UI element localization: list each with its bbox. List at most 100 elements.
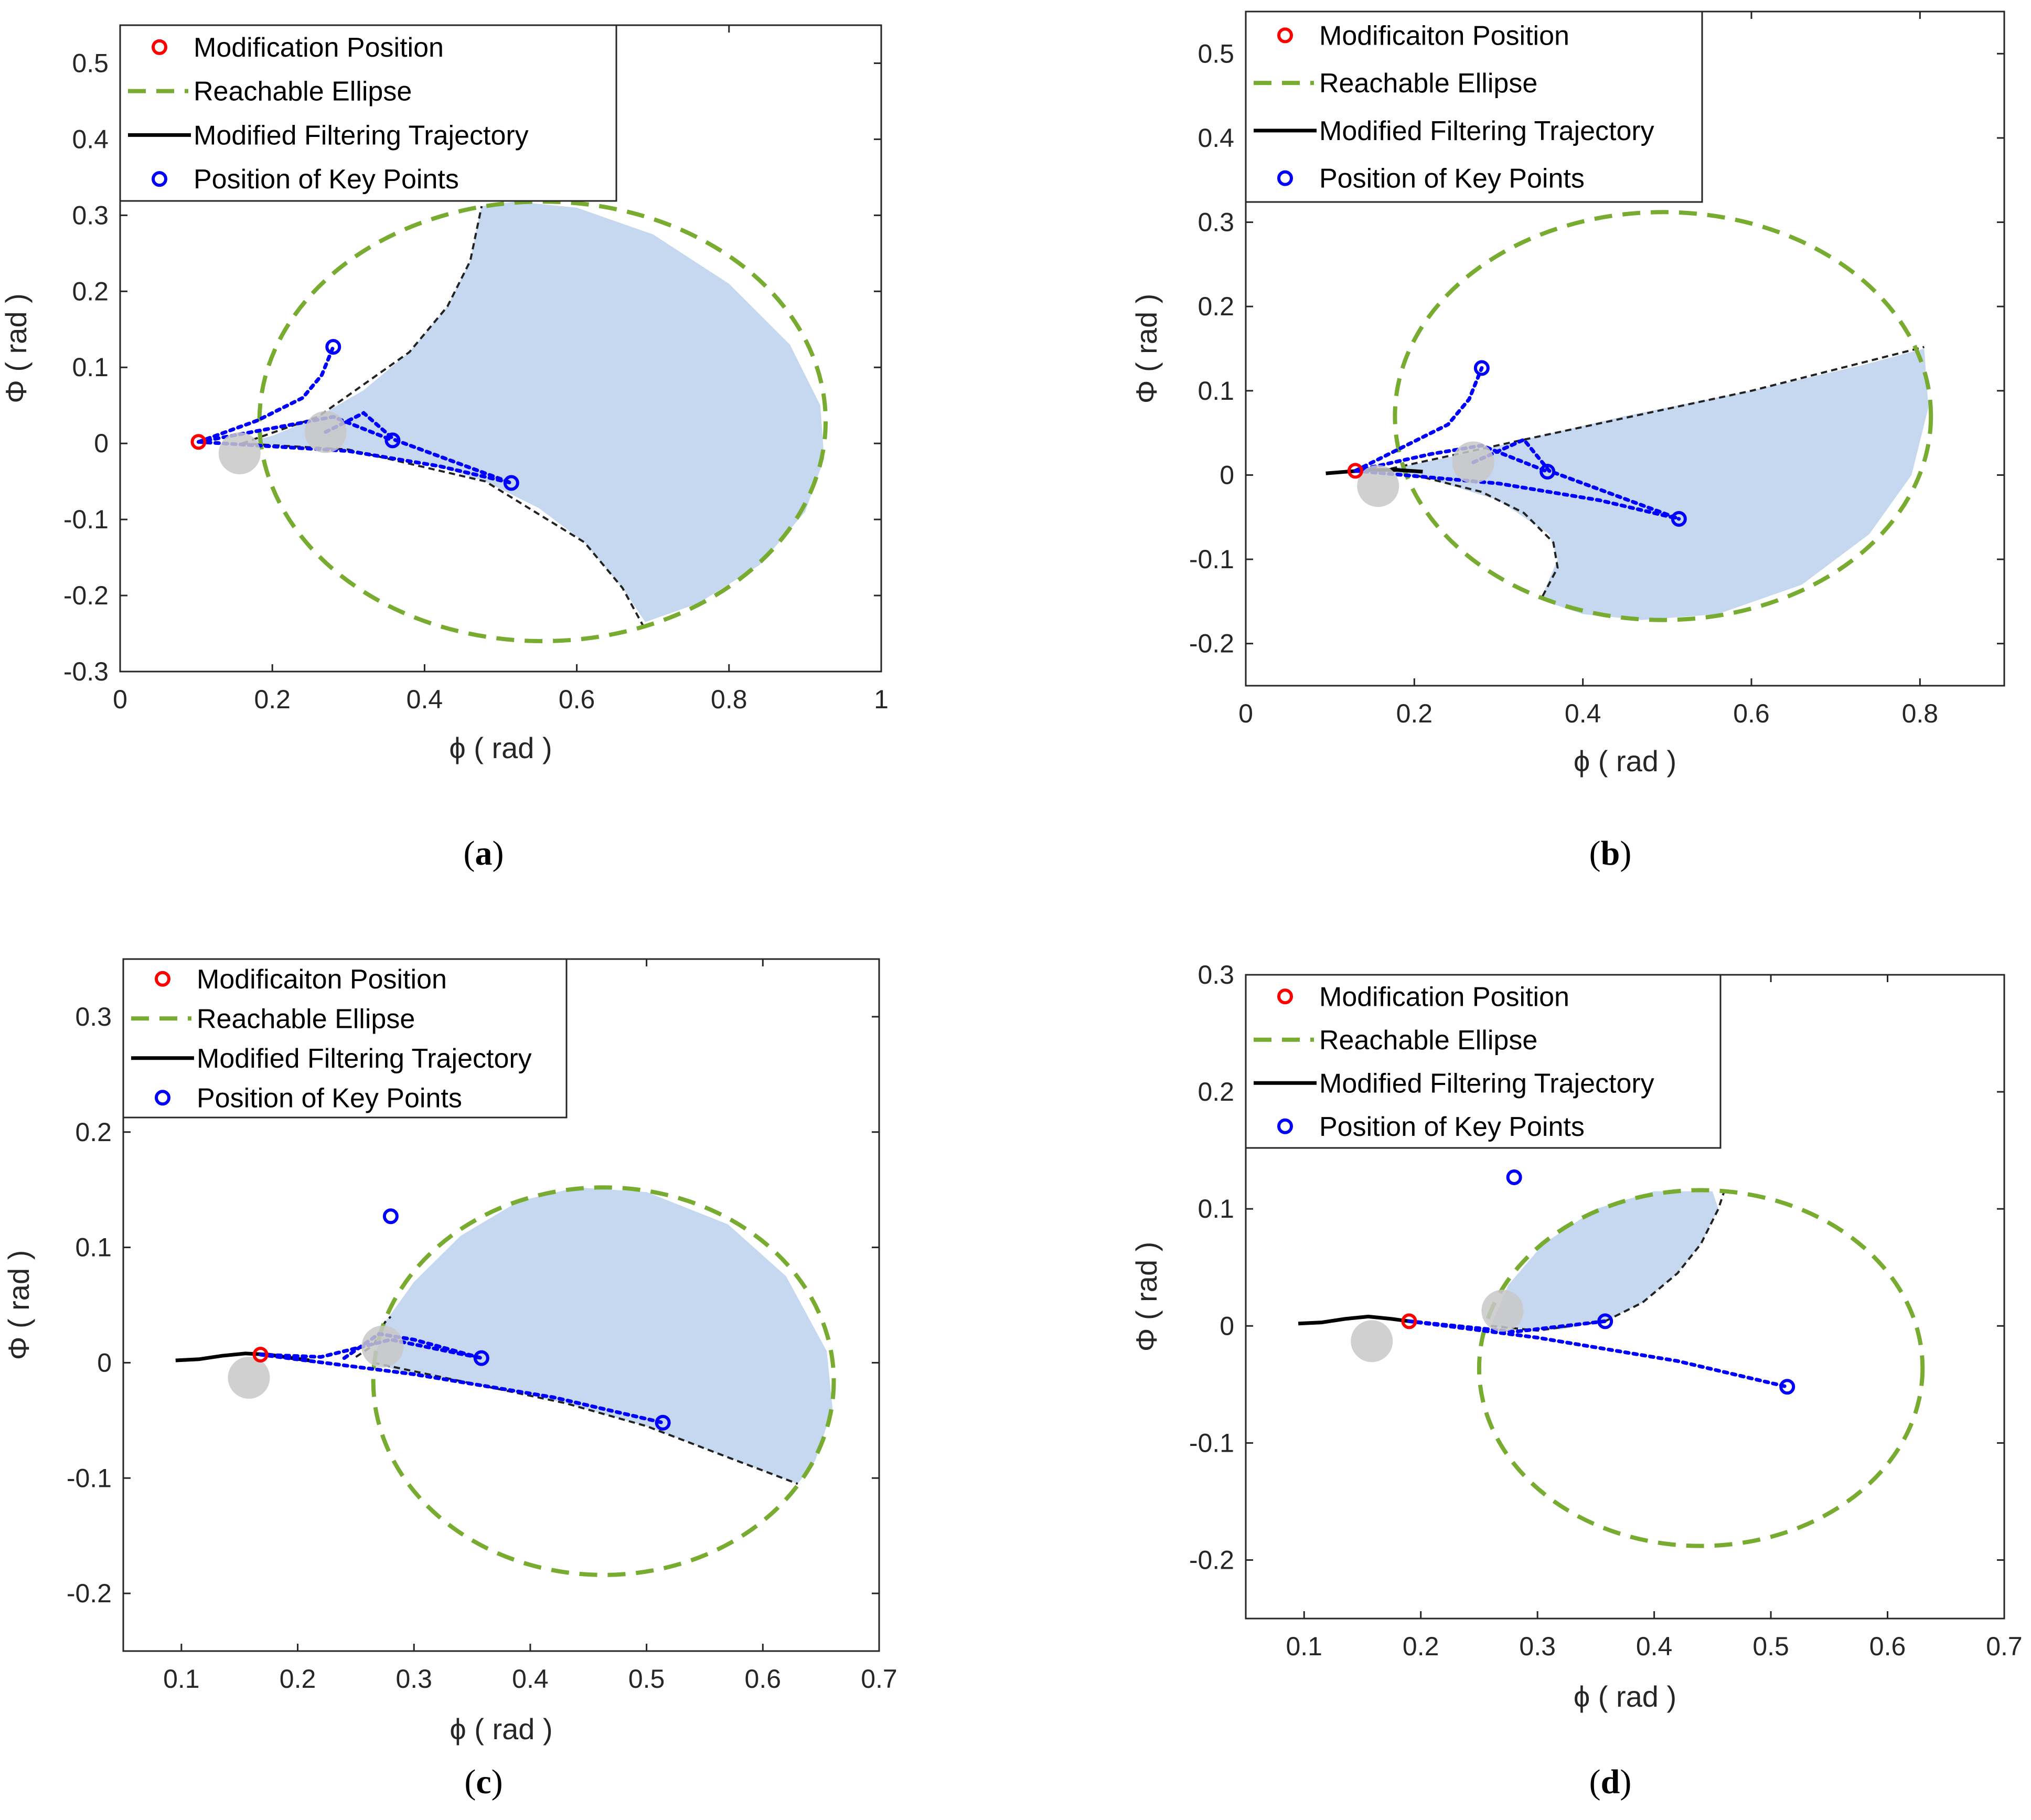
key-path-2 <box>197 440 514 485</box>
plot-area <box>175 1185 836 1577</box>
key-path-0 <box>259 1337 484 1360</box>
x-tick-label: 0.6 <box>1869 1632 1906 1661</box>
legend-label: Reachable Ellipse <box>197 1004 415 1034</box>
legend-label: Modified Filtering Trajectory <box>1319 116 1654 146</box>
legend-label: Position of Key Points <box>1319 164 1585 194</box>
legend-label: Position of Key Points <box>194 164 459 195</box>
legend: Modificaiton Position Reachable Ellipse Mo… <box>1245 10 1703 203</box>
panel-caption: (c) <box>464 1763 503 1801</box>
y-tick-label: -0.1 <box>1189 1428 1234 1457</box>
reachable-ellipse <box>257 199 828 644</box>
legend-label: Reachable Ellipse <box>1319 68 1537 99</box>
y-tick-label: -0.2 <box>63 581 109 610</box>
y-tick-label: 0.5 <box>72 48 109 78</box>
x-tick-label: 0 <box>1238 699 1253 728</box>
key-path-1 <box>259 1353 665 1425</box>
modification-point <box>1347 463 1363 479</box>
chart-panel-c: 0.1 0.2 0.3 0.4 0.5 0.6 0.7 -0.2 -0.1 0 0.1 0.2 0.3 ϕ… <box>2 958 897 1801</box>
key-point-2 <box>1779 1379 1795 1395</box>
grey-marker-0 <box>1357 465 1399 507</box>
y-tick-label: 0.3 <box>1198 208 1234 237</box>
key-point-1 <box>1540 464 1556 480</box>
y-tick-label: 0.2 <box>75 1117 112 1147</box>
reachable-region <box>242 201 825 622</box>
region-boundary-0 <box>1380 346 1925 472</box>
grey-marker-0 <box>228 1356 270 1399</box>
y-tick-label: 0 <box>1220 460 1234 489</box>
grey-marker-1 <box>361 1325 404 1368</box>
reachable-ellipse <box>1477 1188 1925 1548</box>
y-tick-label: 0.4 <box>1198 123 1234 153</box>
grey-marker-0 <box>1351 1320 1393 1363</box>
y-tick-label: 0.2 <box>1198 292 1234 321</box>
grey-marker-0 <box>218 432 261 475</box>
x-tick-label: 0.3 <box>1519 1632 1556 1661</box>
x-tick-label: 0.2 <box>1403 1632 1439 1661</box>
panel-caption: (a) <box>464 834 504 872</box>
legend: Modification Position Reachable Ellipse Mo… <box>119 24 617 202</box>
legend-symbol-modification <box>155 971 170 987</box>
x-axis-label: ϕ ( rad ) <box>1574 744 1676 778</box>
panel-caption: (b) <box>1589 834 1632 872</box>
y-tick-label: 0.3 <box>75 1002 112 1031</box>
filtering-trajectory <box>175 1351 310 1363</box>
legend-label: Modified Filtering Trajectory <box>197 1044 532 1074</box>
reachable-region <box>1491 1191 1718 1329</box>
x-tick-label: 0.2 <box>254 685 291 714</box>
y-axis-label: Φ ( rad ) <box>2 1250 35 1360</box>
legend-label: Reachable Ellipse <box>194 77 412 107</box>
x-tick-label: 0.2 <box>1396 699 1433 728</box>
legend-label: Position of Key Points <box>197 1083 462 1113</box>
y-tick-label: 0.4 <box>72 124 109 154</box>
x-tick-label: 0.2 <box>280 1664 316 1694</box>
plot-area <box>1326 210 1933 622</box>
y-tick-label: -0.2 <box>67 1579 112 1608</box>
panel-caption: (d) <box>1589 1763 1632 1801</box>
modification-point <box>190 434 207 450</box>
region-boundary-0 <box>1605 1191 1725 1323</box>
x-tick-label: 0.7 <box>861 1664 897 1694</box>
y-tick-label: 0.2 <box>1198 1077 1234 1106</box>
region-boundary-1 <box>1414 474 1559 601</box>
x-axis-label: ϕ ( rad ) <box>1574 1680 1676 1713</box>
filtering-trajectory <box>1298 1314 1409 1326</box>
legend-label: Modified Filtering Trajectory <box>1319 1068 1654 1099</box>
key-path-2 <box>1353 469 1681 521</box>
key-point-1 <box>473 1350 489 1366</box>
y-tick-label: 0.3 <box>1198 960 1234 989</box>
legend-box <box>122 958 568 1119</box>
key-point-1 <box>384 432 401 449</box>
legend-label: Modification Position <box>1319 982 1569 1012</box>
reachable-ellipse <box>1393 210 1933 622</box>
legend-label: Position of Key Points <box>1319 1112 1585 1142</box>
key-path-3 <box>1471 437 1681 521</box>
x-tick-label: 0.7 <box>1986 1632 2023 1661</box>
legend-box <box>1245 10 1703 203</box>
legend-symbol-modification <box>1277 27 1293 44</box>
y-tick-label: 0 <box>97 1348 112 1377</box>
key-point-1 <box>1597 1313 1613 1329</box>
key-path-1 <box>1407 1319 1789 1389</box>
y-tick-label: -0.1 <box>67 1463 112 1493</box>
y-tick-label: -0.2 <box>1189 629 1234 658</box>
key-point-0 <box>1506 1169 1522 1185</box>
x-tick-label: 1 <box>874 685 889 714</box>
legend-symbol-modification <box>1277 988 1293 1005</box>
x-axis-label: ϕ ( rad ) <box>449 731 552 764</box>
legend-label: Modificaiton Position <box>1319 20 1569 51</box>
chart-panel-a: 0 0.2 0.4 0.6 0.8 1 -0.3 -0.2 -0.1 0 0.1 0.2 0.3 0.4 0… <box>0 24 889 872</box>
y-tick-label: -0.1 <box>1189 545 1234 574</box>
x-tick-label: 0.5 <box>1752 1632 1789 1661</box>
plot-area <box>190 199 828 644</box>
legend-label: Modificaiton Position <box>197 964 447 995</box>
modification-point <box>1401 1313 1417 1329</box>
x-axis-label: ϕ ( rad ) <box>450 1712 552 1746</box>
x-tick-label: 0.4 <box>512 1664 549 1694</box>
chart-panel-d: 0.1 0.2 0.3 0.4 0.5 0.6 0.7 -0.2 -0.1 0 0.1 0.2 0.3 ϕ… <box>1130 960 2023 1801</box>
x-tick-label: 0.8 <box>1902 699 1939 728</box>
x-tick-label: 0.1 <box>1286 1632 1322 1661</box>
x-tick-label: 0.4 <box>1565 699 1601 728</box>
key-point-0 <box>382 1208 399 1225</box>
x-tick-label: 0.3 <box>395 1664 432 1694</box>
